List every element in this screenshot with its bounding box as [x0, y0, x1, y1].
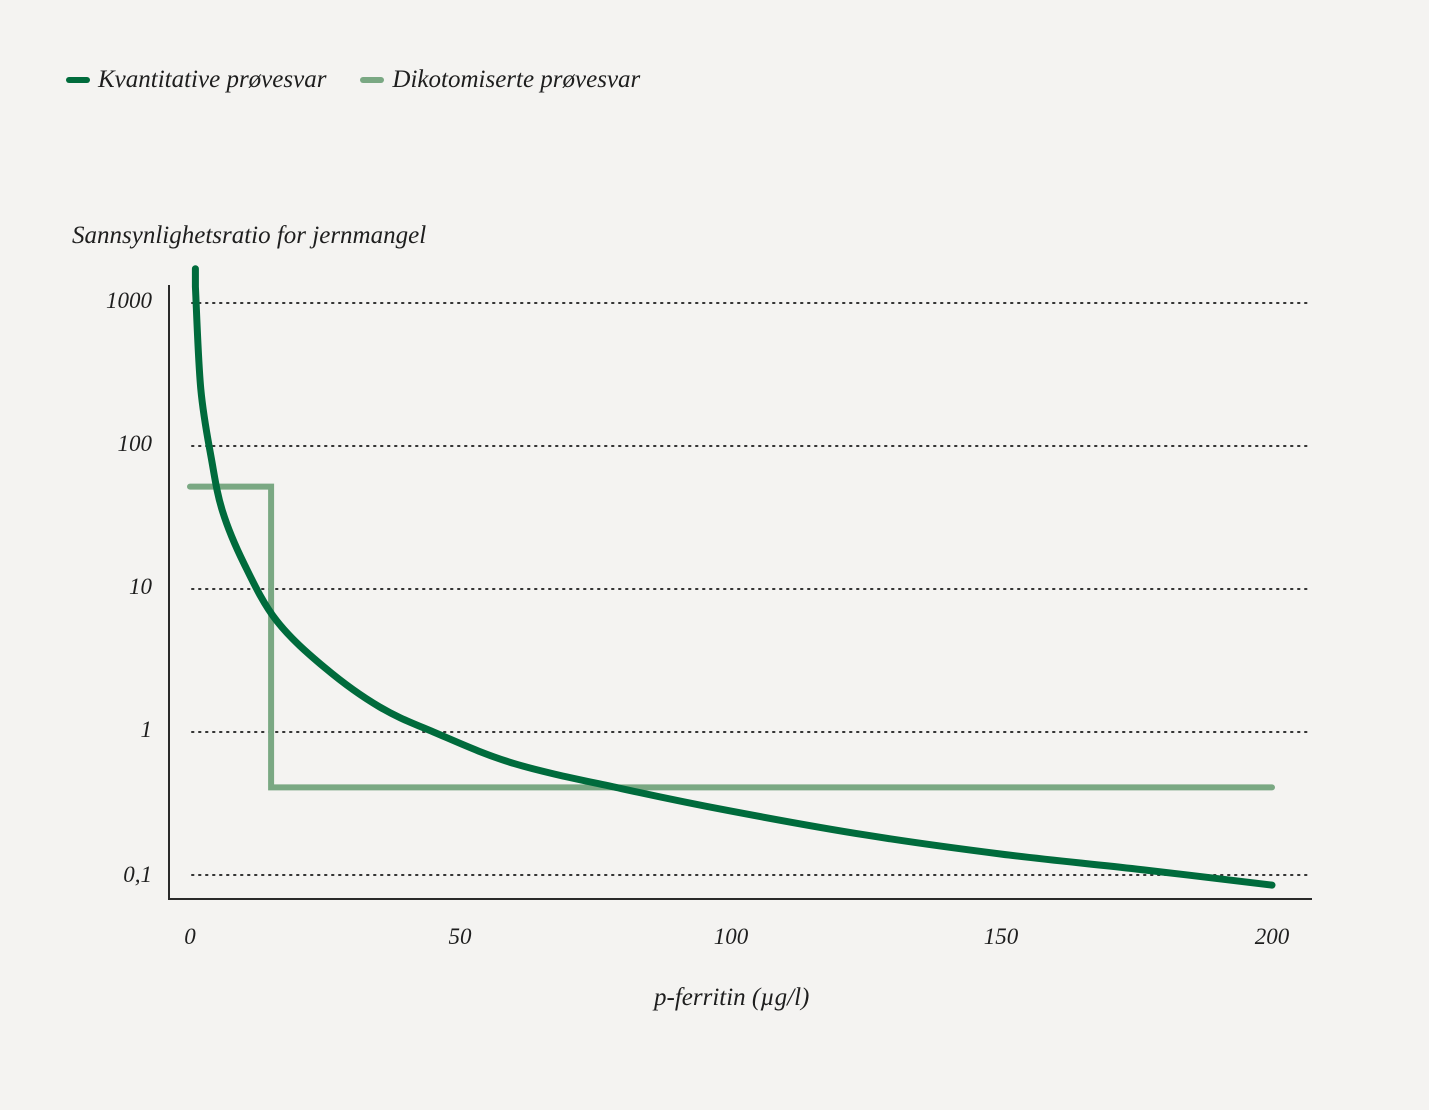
x-tick-label: 0	[184, 924, 196, 949]
y-tick-label: 1000	[106, 288, 153, 313]
legend-item-quantitative: Kvantitative prøvesvar	[66, 66, 326, 94]
x-tick-label: 200	[1255, 924, 1290, 949]
x-axis-label: p-ferritin (µg/l)	[654, 984, 810, 1011]
y-tick-label: 10	[129, 574, 153, 599]
legend-swatch-light-green	[360, 77, 385, 83]
series-quantitative-line	[191, 265, 1276, 889]
y-tick-label: 100	[118, 431, 153, 456]
legend: Kvantitative prøvesvar Dikotomiserte prø…	[66, 66, 640, 94]
y-axis-label: Sannsynlighetsratio for jernmangel	[72, 222, 427, 249]
x-tick-label: 150	[984, 924, 1019, 949]
legend-swatch-dark-green	[66, 77, 90, 83]
legend-item-dichotomous: Dikotomiserte prøvesvar	[360, 66, 640, 94]
x-tick-label: 50	[449, 924, 473, 949]
series-dichotomous-line	[187, 483, 1275, 791]
legend-label: Dikotomiserte prøvesvar	[392, 66, 641, 93]
y-tick-label: 0,1	[123, 862, 152, 887]
axes-lines	[168, 285, 1312, 900]
y-tick-labels: 1000 100 10 1 0,1	[106, 288, 153, 887]
x-tick-labels: 0 50 100 150 200	[184, 924, 1290, 949]
legend-label: Kvantitative prøvesvar	[98, 66, 327, 93]
gridlines	[191, 302, 1313, 876]
x-tick-label: 100	[714, 924, 749, 949]
y-tick-label: 1	[141, 717, 153, 742]
